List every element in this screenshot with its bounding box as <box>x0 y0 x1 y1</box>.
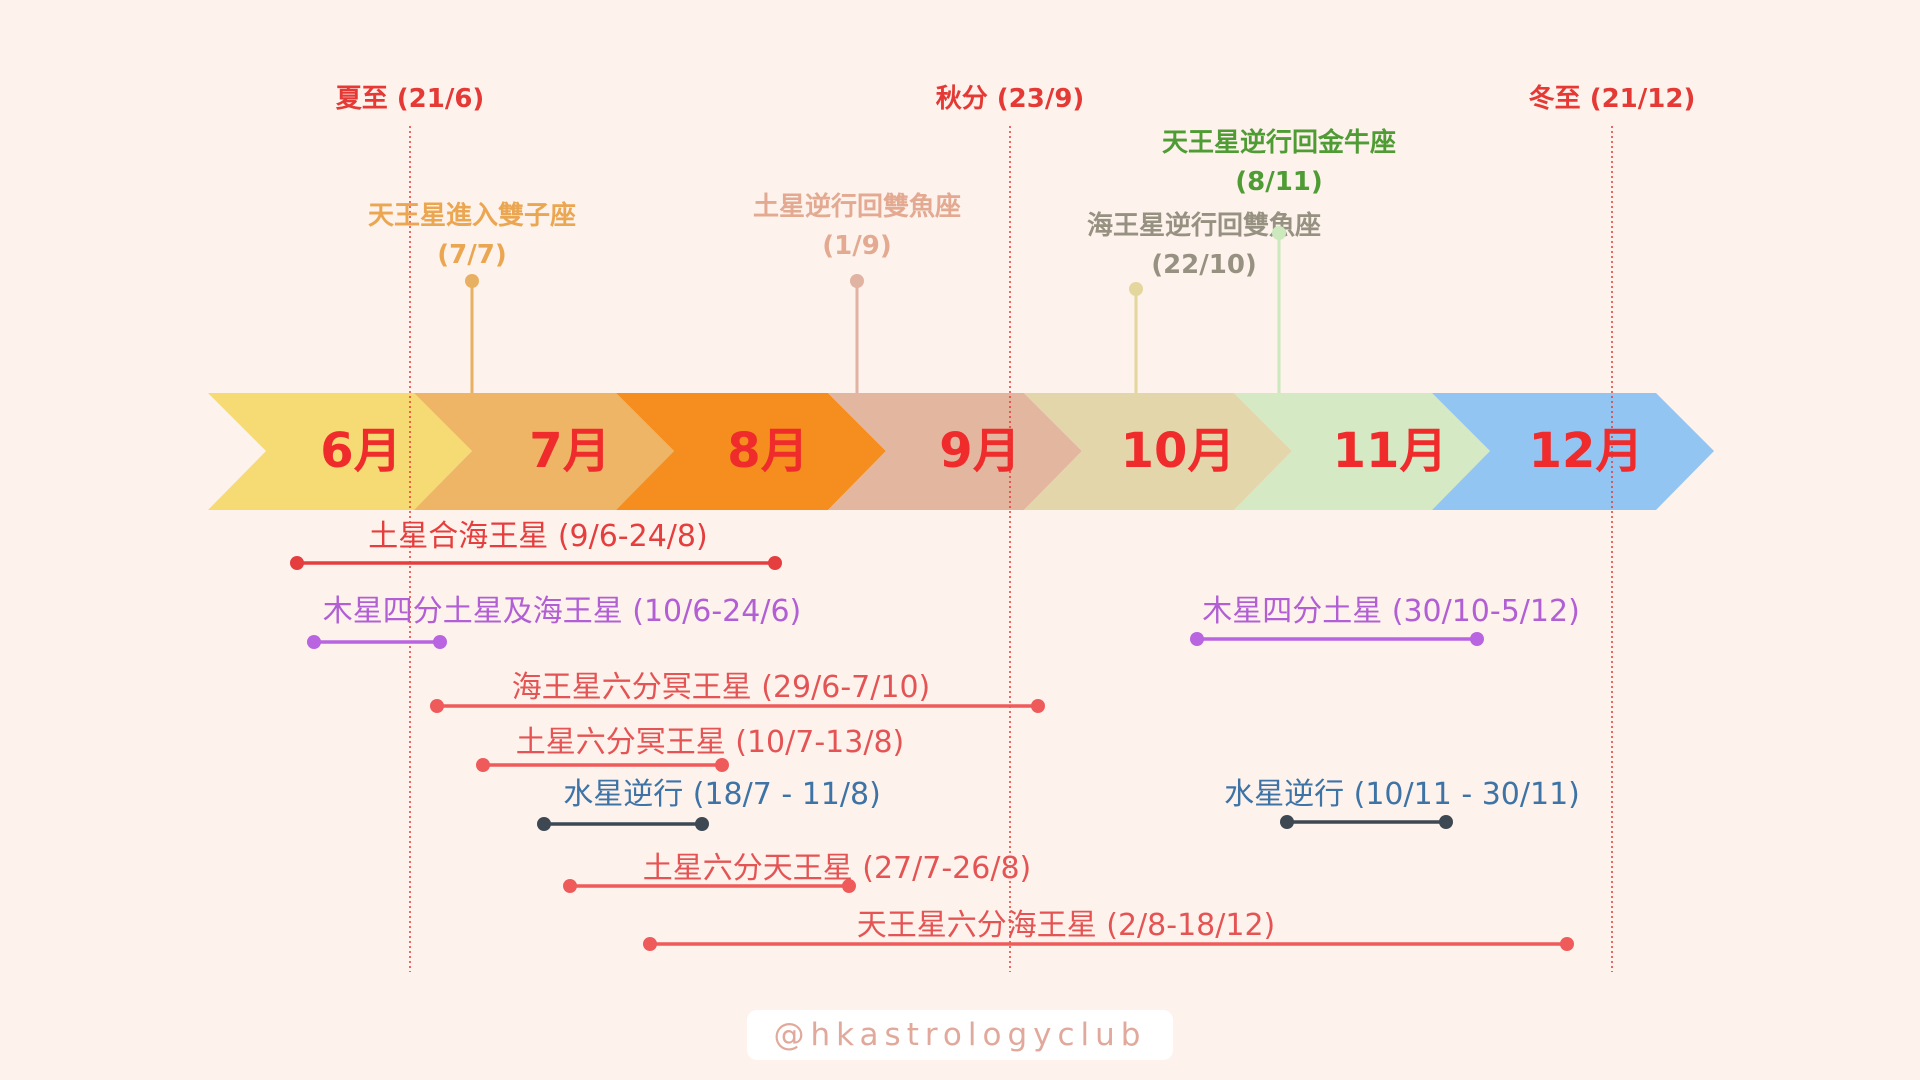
event-dot-1 <box>850 274 864 288</box>
aspect-label-4: 土星六分冥王星 (10/7-13/8) <box>516 725 905 760</box>
month-label-7: 7月 <box>529 423 610 479</box>
aspect-end-dot-5 <box>695 817 709 831</box>
aspect-label-5: 水星逆行 (18/7 - 11/8) <box>563 777 881 812</box>
month-label-8: 8月 <box>727 423 808 479</box>
event-date-0: (7/7) <box>437 240 506 270</box>
month-chevron-8 <box>616 393 886 510</box>
event-name-1: 土星逆行回雙魚座 <box>753 191 961 222</box>
aspect-end-dot-4 <box>715 758 729 772</box>
season-label-2: 冬至 (21/12) <box>1529 84 1696 114</box>
aspect-start-dot-5 <box>537 817 551 831</box>
month-label-12: 12月 <box>1529 423 1644 479</box>
event-date-3: (8/11) <box>1235 167 1323 197</box>
month-label-6: 6月 <box>320 423 401 479</box>
event-date-2: (22/10) <box>1151 250 1257 280</box>
event-dot-2 <box>1129 282 1143 296</box>
aspect-end-dot-3 <box>1031 699 1045 713</box>
month-chevron-12 <box>1432 393 1714 510</box>
aspect-start-dot-8 <box>643 937 657 951</box>
event-name-3: 天王星逆行回金牛座 <box>1162 127 1396 158</box>
aspect-label-3: 海王星六分冥王星 (29/6-7/10) <box>512 670 931 705</box>
season-label-1: 秋分 (23/9) <box>936 84 1085 114</box>
month-chevron-10 <box>1024 393 1292 510</box>
aspect-end-dot-2 <box>1470 632 1484 646</box>
aspect-end-dot-8 <box>1560 937 1574 951</box>
aspect-start-dot-7 <box>563 879 577 893</box>
aspect-end-dot-1 <box>433 635 447 649</box>
timeline-diagram: 6月 7月 8月 9月 10月 11月 12月 夏至 (21/6) 秋分 (23/9) 冬至 (2… <box>208 84 1714 972</box>
aspect-start-dot-1 <box>307 635 321 649</box>
event-dot-3 <box>1272 226 1286 240</box>
event-date-1: (1/9) <box>822 231 891 261</box>
aspect-label-6: 水星逆行 (10/11 - 30/11) <box>1224 777 1580 812</box>
aspect-start-dot-4 <box>476 758 490 772</box>
month-chevron-11 <box>1234 393 1490 510</box>
month-chevron-7 <box>414 393 674 510</box>
aspect-end-dot-7 <box>842 879 856 893</box>
event-name-0: 天王星進入雙子座 <box>368 200 576 231</box>
aspect-end-dot-6 <box>1439 815 1453 829</box>
event-dot-0 <box>465 274 479 288</box>
aspect-end-dot-0 <box>768 556 782 570</box>
aspect-label-0: 土星合海王星 (9/6-24/8) <box>368 519 707 554</box>
aspect-label-2: 木星四分土星 (30/10-5/12) <box>1202 594 1580 629</box>
month-chevron-9 <box>828 393 1082 510</box>
aspect-label-8: 天王星六分海王星 (2/8-18/12) <box>857 908 1276 943</box>
aspect-label-1: 木星四分土星及海王星 (10/6-24/6) <box>323 594 802 629</box>
month-label-9: 9月 <box>939 423 1020 479</box>
event-name-2: 海王星逆行回雙魚座 <box>1087 210 1321 241</box>
month-label-11: 11月 <box>1333 423 1448 479</box>
aspect-start-dot-3 <box>430 699 444 713</box>
aspect-start-dot-2 <box>1190 632 1204 646</box>
season-label-0: 夏至 (21/6) <box>336 84 485 114</box>
aspect-label-7: 土星六分天王星 (27/7-26/8) <box>643 851 1032 886</box>
footer-handle: @hkastrologyclub <box>747 1010 1173 1060</box>
aspect-start-dot-6 <box>1280 815 1294 829</box>
aspect-start-dot-0 <box>290 556 304 570</box>
month-label-10: 10月 <box>1121 423 1236 479</box>
month-chevron-6 <box>208 393 472 510</box>
